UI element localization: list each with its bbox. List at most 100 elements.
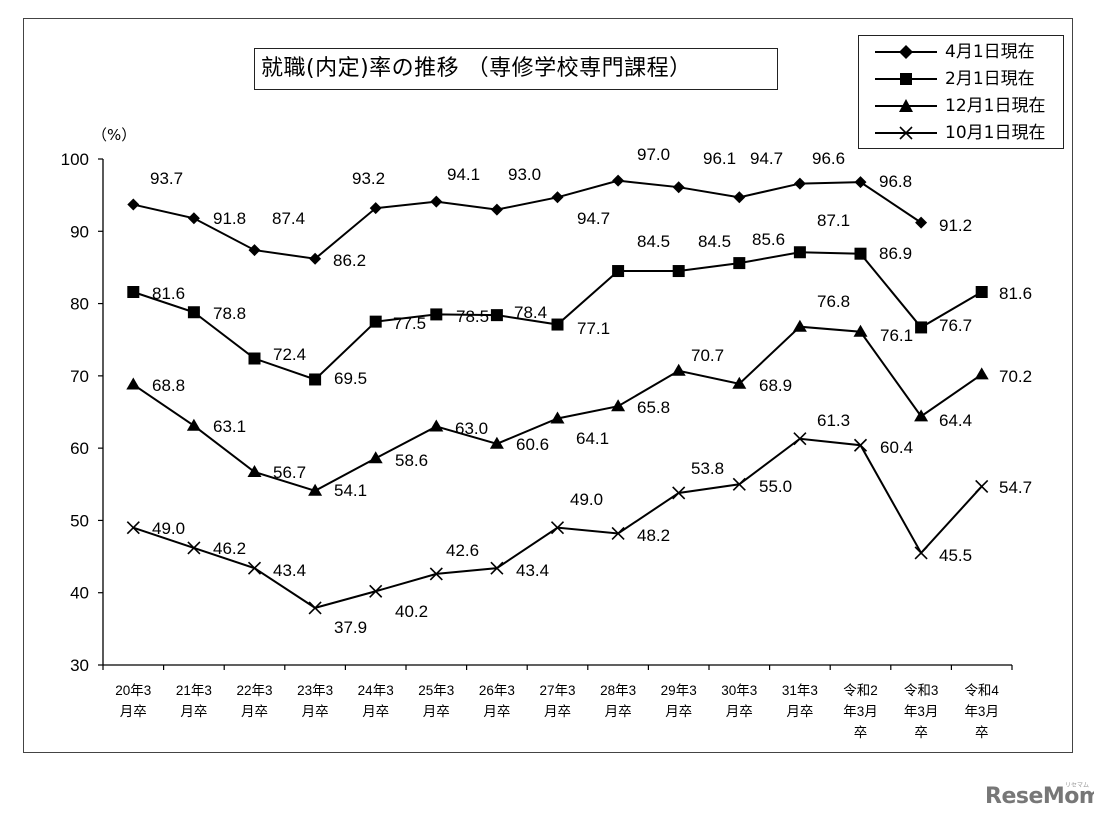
data-labels: 93.7 91.8 87.4 86.2 93.2 94.1 93.0 94.7 97.0 96.1… bbox=[150, 145, 1032, 637]
data-label: 58.6 bbox=[395, 451, 428, 470]
data-label: 93.0 bbox=[508, 165, 541, 184]
data-label: 84.5 bbox=[637, 232, 670, 251]
data-label: 40.2 bbox=[395, 602, 428, 621]
data-label: 56.7 bbox=[273, 463, 306, 482]
y-tick-label: 90 bbox=[70, 222, 89, 241]
diamond-marker-icon bbox=[309, 252, 322, 265]
data-label: 64.4 bbox=[939, 411, 972, 430]
x-tick-label: 月卒 bbox=[786, 704, 813, 719]
data-label: 53.8 bbox=[691, 459, 724, 478]
diamond-marker-icon bbox=[854, 176, 867, 189]
square-marker-icon bbox=[127, 286, 140, 299]
square-marker-icon bbox=[612, 265, 625, 278]
data-label: 96.1 bbox=[703, 149, 736, 168]
y-tick-label: 50 bbox=[70, 511, 89, 530]
data-label: 68.9 bbox=[759, 376, 792, 395]
square-marker-icon bbox=[309, 373, 322, 386]
x-marker-icon bbox=[550, 521, 565, 535]
triangle-marker-icon bbox=[853, 324, 868, 337]
legend-label: 2月1日現在 bbox=[945, 69, 1035, 89]
x-tick-label: 令和3 bbox=[904, 683, 939, 698]
legend-item-feb: 2月1日現在 bbox=[859, 66, 1063, 92]
series-line bbox=[132, 325, 983, 492]
diamond-marker-icon bbox=[672, 181, 685, 194]
diamond-marker-icon bbox=[915, 216, 928, 229]
data-label: 46.2 bbox=[213, 539, 246, 558]
x-tick-label: 28年3 bbox=[600, 683, 636, 698]
square-marker-icon bbox=[369, 315, 382, 328]
data-label: 94.1 bbox=[447, 165, 480, 184]
data-label: 43.4 bbox=[516, 561, 549, 580]
diamond-marker-icon bbox=[248, 244, 261, 257]
data-label: 78.4 bbox=[514, 303, 547, 322]
y-tick-label: 80 bbox=[70, 295, 89, 314]
triangle-marker-icon bbox=[489, 436, 504, 449]
data-label: 85.6 bbox=[752, 230, 785, 249]
data-label: 78.8 bbox=[213, 304, 246, 323]
x-marker-icon bbox=[914, 546, 928, 560]
x-tick-label: 月卒 bbox=[605, 704, 632, 719]
data-label: 76.7 bbox=[939, 316, 972, 335]
x-marker-icon bbox=[490, 561, 504, 575]
data-label: 86.2 bbox=[333, 251, 366, 270]
x-tick-label: 月卒 bbox=[726, 704, 753, 719]
diamond-marker-icon bbox=[793, 177, 806, 190]
square-marker-icon bbox=[551, 318, 564, 331]
x-marker-icon bbox=[429, 567, 443, 581]
diamond-marker-icon bbox=[187, 212, 200, 225]
square-marker-icon bbox=[854, 247, 867, 260]
data-label: 78.5 bbox=[456, 307, 489, 326]
y-tick-label: 30 bbox=[70, 656, 89, 675]
x-marker-icon bbox=[369, 584, 383, 598]
data-label: 68.8 bbox=[152, 376, 185, 395]
data-label: 81.6 bbox=[152, 284, 185, 303]
data-label: 97.0 bbox=[637, 145, 670, 164]
x-marker-icon bbox=[732, 477, 746, 491]
diamond-marker-icon bbox=[127, 198, 140, 211]
x-tick-label: 月卒 bbox=[483, 704, 510, 719]
square-marker-icon bbox=[733, 257, 746, 270]
x-marker-icon bbox=[611, 526, 625, 541]
data-label: 61.3 bbox=[817, 411, 850, 430]
series-line bbox=[133, 179, 922, 260]
x-marker-icon bbox=[247, 561, 262, 575]
x-marker-icon bbox=[793, 432, 807, 446]
data-label: 72.4 bbox=[273, 345, 306, 364]
chart-frame bbox=[23, 18, 1073, 753]
x-tick-label: 卒 bbox=[975, 725, 989, 740]
data-label: 94.7 bbox=[577, 209, 610, 228]
data-label: 96.8 bbox=[879, 172, 912, 191]
data-label: 87.4 bbox=[272, 209, 305, 228]
x-tick-label: 月卒 bbox=[241, 704, 268, 719]
diamond-marker-icon bbox=[612, 174, 625, 187]
x-tick-label: 月卒 bbox=[120, 704, 147, 719]
data-label: 91.2 bbox=[939, 216, 972, 235]
legend-label: 10月1日現在 bbox=[945, 123, 1046, 143]
x-tick-label: 20年3 bbox=[115, 683, 151, 698]
x-marker-icon bbox=[187, 541, 201, 555]
y-tick-label: 100 bbox=[61, 150, 89, 169]
x-tick-label: 月卒 bbox=[665, 704, 692, 719]
x-tick-label: 月卒 bbox=[362, 704, 389, 719]
triangle-marker-icon bbox=[974, 367, 989, 380]
data-label: 69.5 bbox=[334, 369, 367, 388]
data-label: 42.6 bbox=[446, 541, 479, 560]
x-tick-label: 令和4 bbox=[964, 683, 999, 698]
chart-title: 就職(内定)率の推移 （専修学校専門課程） bbox=[254, 48, 778, 90]
square-marker-icon bbox=[187, 306, 200, 319]
data-label: 77.1 bbox=[577, 319, 610, 338]
data-label: 60.4 bbox=[880, 438, 913, 457]
data-label: 37.9 bbox=[334, 618, 367, 637]
x-tick-label: 年3月 bbox=[964, 704, 999, 719]
diamond-marker-icon bbox=[490, 203, 503, 216]
square-marker-icon bbox=[875, 73, 937, 85]
triangle-marker-icon bbox=[611, 399, 626, 412]
data-label: 55.0 bbox=[759, 477, 792, 496]
triangle-marker-icon bbox=[914, 409, 929, 422]
data-label: 94.7 bbox=[750, 149, 783, 168]
x-tick-label: 月卒 bbox=[180, 704, 207, 719]
data-label: 81.6 bbox=[999, 284, 1032, 303]
triangle-marker-icon bbox=[186, 418, 201, 431]
triangle-marker-icon bbox=[550, 411, 565, 424]
square-marker-icon bbox=[793, 246, 806, 259]
